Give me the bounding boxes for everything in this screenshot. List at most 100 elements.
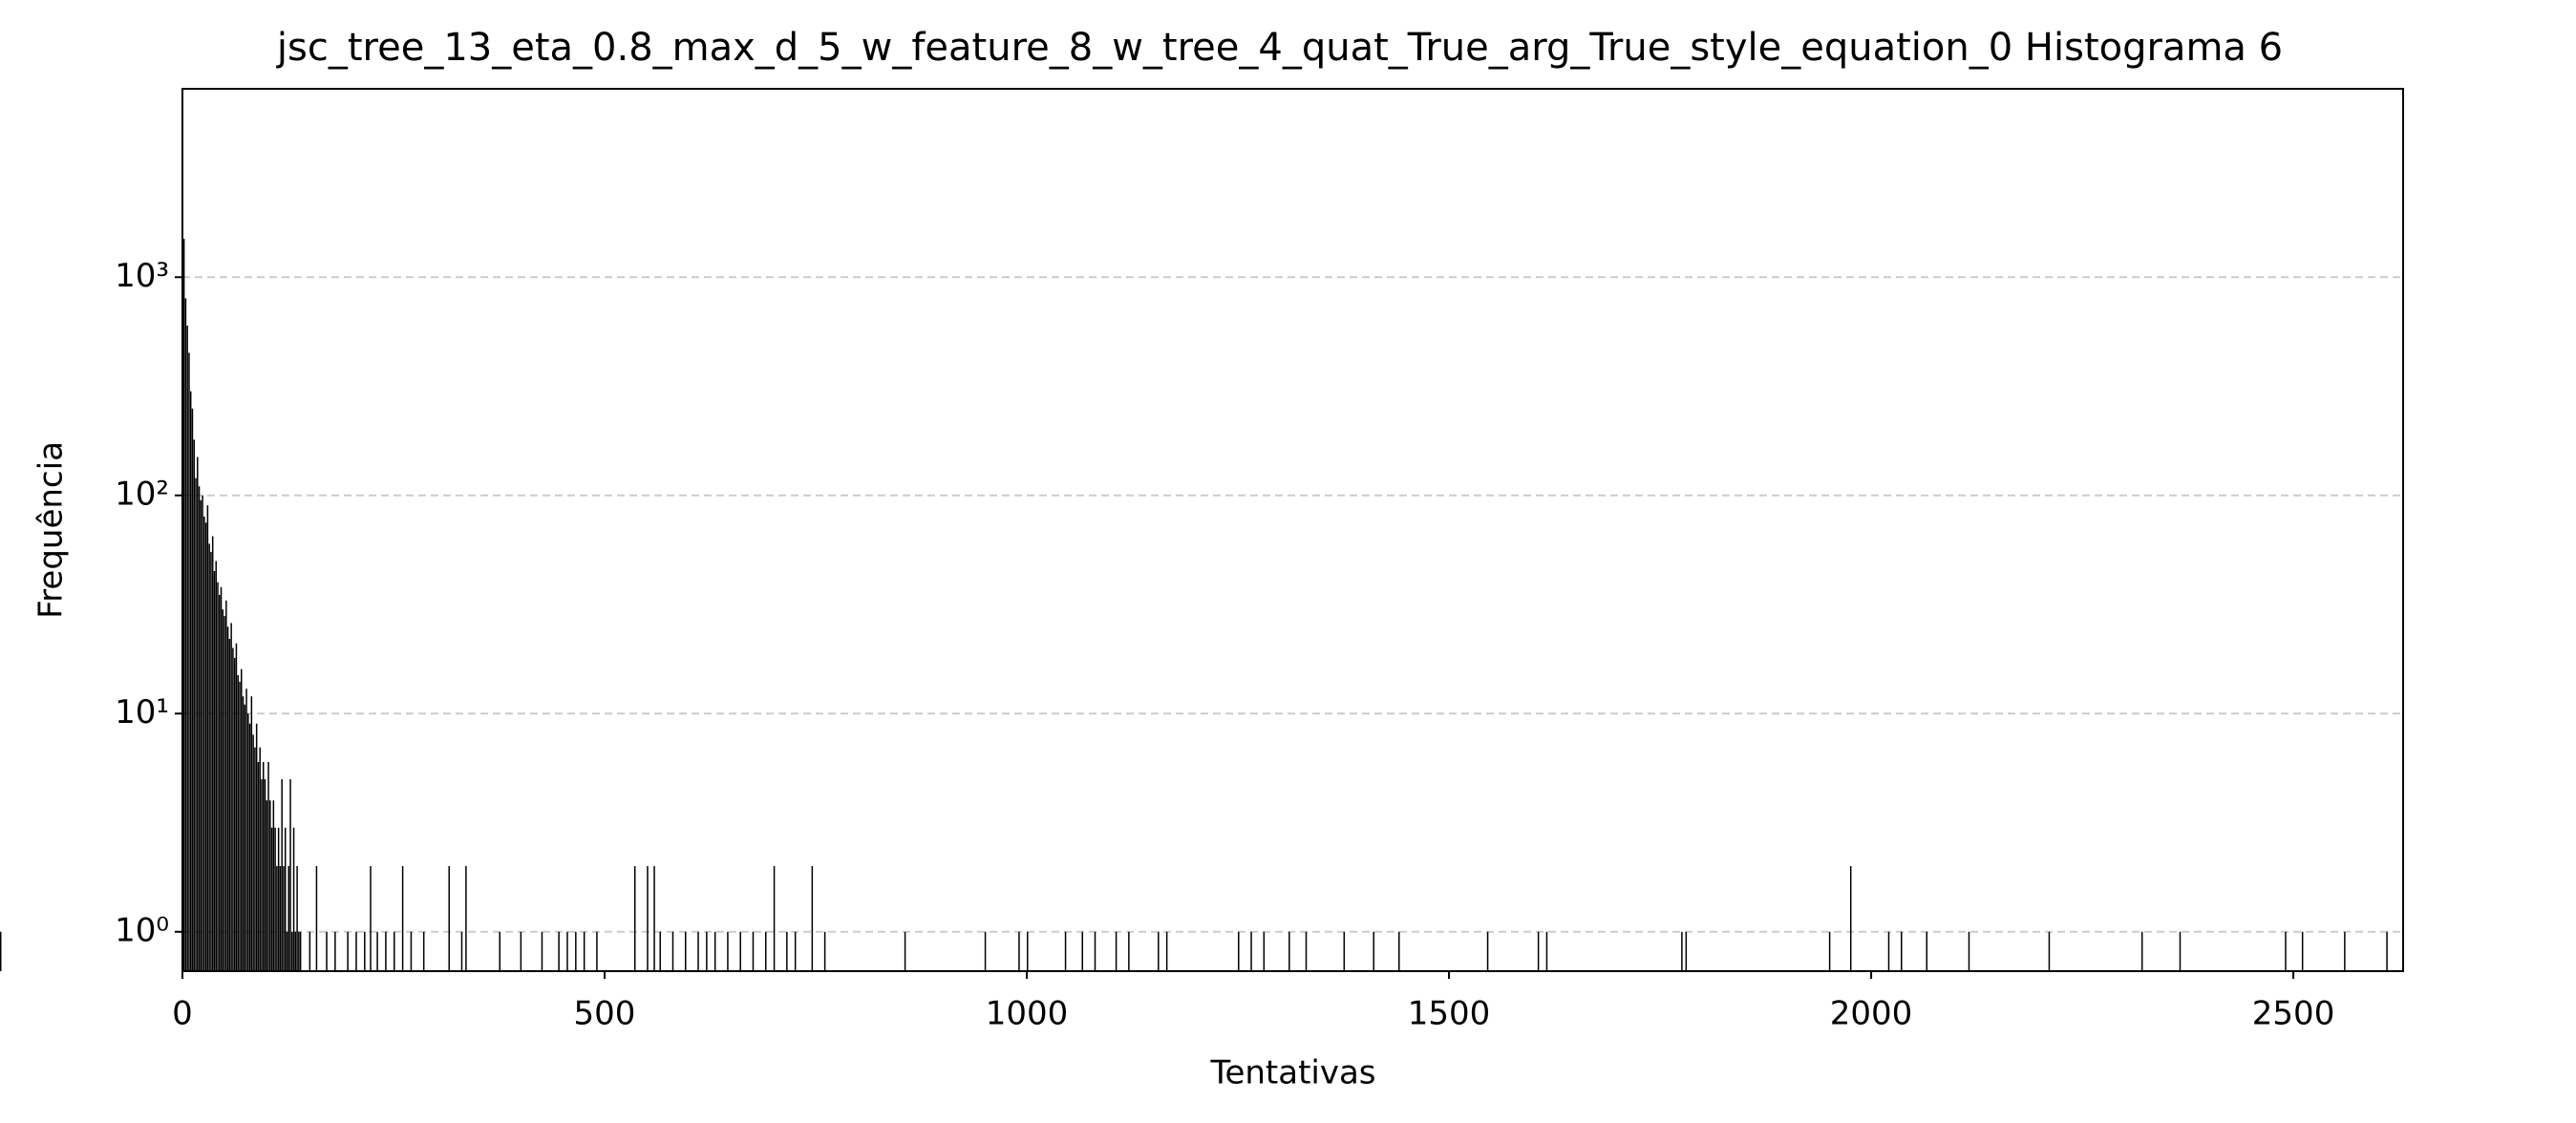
x-tick-label: 1000 — [986, 995, 1069, 1033]
bar — [197, 456, 199, 971]
bar — [315, 865, 318, 971]
bar — [583, 931, 585, 971]
bar — [291, 931, 293, 971]
bar — [217, 582, 219, 971]
bar — [276, 865, 278, 971]
bar — [257, 761, 260, 971]
plot-frame — [181, 88, 2404, 972]
bar — [189, 391, 192, 972]
bar — [1305, 931, 1308, 971]
bar — [1681, 931, 1683, 971]
bar — [394, 931, 395, 971]
bar — [202, 495, 203, 971]
bar — [1926, 931, 1928, 971]
bar — [385, 931, 387, 971]
bar — [226, 626, 229, 971]
y-tick-label: 10² — [115, 475, 169, 513]
y-tick-label: 10¹ — [115, 693, 169, 731]
bar — [264, 779, 266, 971]
bar — [1263, 931, 1266, 971]
bar — [355, 931, 357, 971]
bar — [1018, 931, 1020, 971]
bar — [647, 865, 649, 971]
bar — [309, 931, 311, 971]
bar — [2301, 931, 2304, 971]
x-tick-label: 500 — [574, 995, 636, 1033]
bar — [984, 931, 987, 971]
bar — [823, 931, 826, 971]
bar — [286, 931, 288, 971]
bar — [193, 439, 195, 971]
bar — [1081, 931, 1083, 971]
bar — [2048, 931, 2051, 971]
bar — [237, 675, 239, 971]
bar — [1887, 931, 1890, 971]
bar — [558, 931, 560, 971]
bar — [261, 779, 263, 971]
bar — [279, 865, 282, 971]
bar — [1545, 931, 1548, 971]
y-tick-label: 10⁰ — [115, 911, 169, 949]
bar — [364, 931, 366, 971]
bar — [292, 827, 295, 971]
x-tick-label: 2000 — [1830, 995, 1913, 1033]
bar — [294, 931, 297, 971]
bar — [465, 865, 467, 971]
bar — [281, 779, 283, 971]
bar — [266, 800, 268, 971]
bar — [2386, 931, 2388, 971]
bar — [219, 594, 221, 971]
bar — [269, 800, 271, 971]
bar — [186, 325, 188, 971]
bar — [1398, 931, 1400, 971]
bar — [794, 931, 797, 971]
bar — [277, 827, 280, 971]
bar — [198, 486, 201, 971]
bar — [727, 931, 729, 971]
bar — [2344, 931, 2346, 971]
bar — [653, 865, 655, 971]
bar — [298, 931, 300, 971]
bar — [752, 931, 755, 971]
bar — [1343, 931, 1346, 971]
bar — [252, 734, 254, 971]
bar — [233, 657, 236, 971]
bar — [272, 800, 275, 971]
bar — [1901, 931, 1903, 971]
bar — [274, 827, 276, 971]
bar — [401, 865, 404, 971]
bar — [211, 536, 214, 971]
bar — [225, 600, 227, 971]
bar — [220, 586, 223, 971]
bar — [1968, 931, 1970, 971]
bar — [1064, 931, 1067, 971]
bar — [347, 931, 349, 971]
y-axis-label: Frequência — [32, 441, 71, 619]
bar — [204, 522, 207, 971]
bar — [200, 499, 202, 971]
bar — [262, 761, 265, 971]
bar — [706, 931, 708, 971]
bar — [270, 827, 273, 971]
bar — [195, 477, 197, 972]
bar — [1849, 865, 1852, 971]
bar — [786, 931, 788, 971]
bar — [1128, 931, 1130, 971]
y-tick-label: 10³ — [115, 257, 169, 295]
bar — [773, 865, 776, 971]
bar — [541, 931, 543, 971]
bar — [633, 865, 636, 971]
bar — [224, 616, 225, 971]
bar — [203, 516, 205, 971]
bar — [230, 623, 232, 971]
bar — [1288, 931, 1290, 971]
bar — [575, 931, 577, 971]
bar — [1115, 931, 1118, 971]
bar — [0, 931, 2, 971]
bar — [259, 747, 261, 971]
bar — [247, 713, 249, 971]
bar — [697, 931, 699, 971]
bar — [376, 931, 378, 971]
bar — [267, 761, 269, 971]
bar — [671, 931, 674, 971]
